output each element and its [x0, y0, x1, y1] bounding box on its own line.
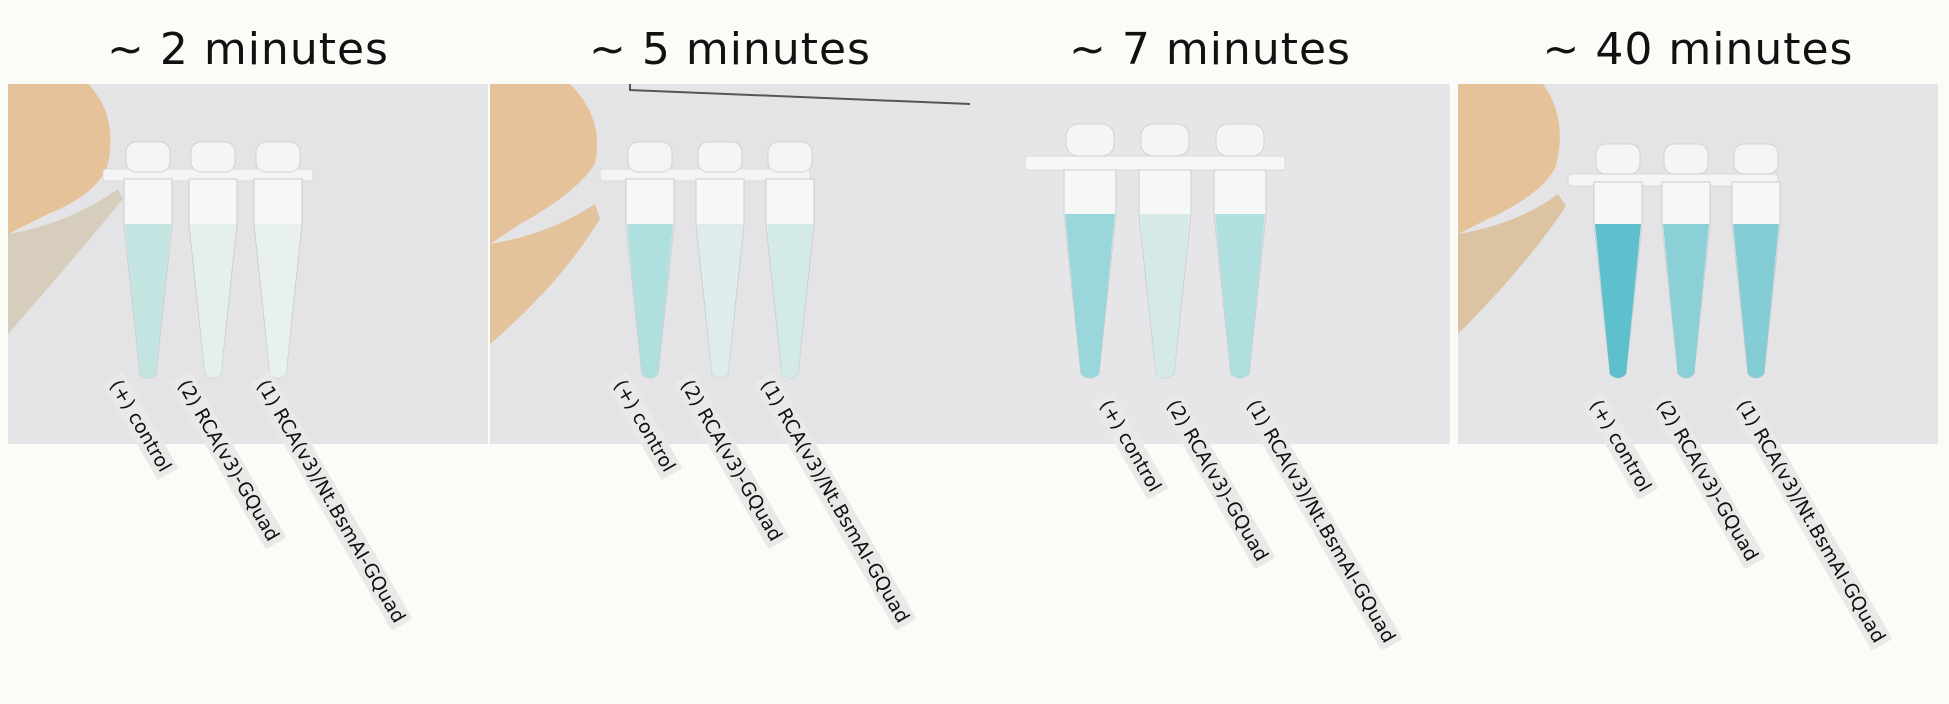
- tube-label-control: (+) control: [1092, 392, 1169, 500]
- tube-liquid: [627, 224, 673, 378]
- panel-title: ~ 2 minutes: [107, 24, 389, 75]
- tube-labels: (+) control (2) RCA(v3)-GQuad (1) RCA(v3…: [490, 0, 970, 704]
- tube: [123, 141, 173, 379]
- tube-label-rca-nt-bsmai: (1) RCA(v3)/Nt.BsmAI-GQuad: [249, 372, 413, 631]
- finger: [490, 84, 598, 244]
- tube: [1138, 123, 1192, 379]
- photo-background: [970, 84, 1450, 444]
- tube-liquid: [1065, 214, 1115, 378]
- tube: [695, 141, 745, 379]
- tube-label-control: (+) control: [606, 372, 683, 480]
- panel-title: ~ 5 minutes: [589, 24, 871, 75]
- tube: [1213, 123, 1267, 379]
- tube-label-rca-nt-bsmai: (1) RCA(v3)/Nt.BsmAI-GQuad: [1729, 392, 1893, 651]
- tube: [1731, 143, 1781, 379]
- tube: [765, 141, 815, 379]
- finger-lower: [1458, 194, 1566, 334]
- tube-liquid: [767, 224, 813, 378]
- tube-photo: [490, 84, 970, 444]
- tube-label-rca-nt-bsmai: (1) RCA(v3)/Nt.BsmAI-GQuad: [753, 372, 917, 631]
- panel-2-minutes: ~ 2 minutes (+) control (2) RCA(v3)-GQua…: [8, 0, 488, 704]
- tube-photo: [1458, 84, 1938, 444]
- panel-title: ~ 7 minutes: [1069, 24, 1351, 75]
- finger-lower: [490, 204, 600, 344]
- tube-liquid: [1140, 214, 1190, 378]
- finger: [1458, 84, 1560, 234]
- panel-7-minutes: ~ 7 minutes (+) control (2) RCA(v3)-GQua…: [970, 0, 1450, 704]
- tube-liquid: [125, 224, 171, 378]
- tube-labels: (+) control (2) RCA(v3)-GQuad (1) RCA(v3…: [970, 0, 1450, 704]
- tube-labels: (+) control (2) RCA(v3)-GQuad (1) RCA(v3…: [1458, 0, 1938, 704]
- finger-shadow: [8, 189, 123, 334]
- tube-label-rca-nt-bsmai: (1) RCA(v3)/Nt.BsmAI-GQuad: [1239, 392, 1403, 651]
- tube-liquid: [190, 224, 236, 378]
- tube-photo: [970, 84, 1450, 444]
- panel-40-minutes: ~ 40 minutes (+) control (2) RCA(v3)-GQu…: [1458, 0, 1938, 704]
- tube: [1661, 143, 1711, 379]
- panel-title: ~ 40 minutes: [1542, 24, 1854, 75]
- ruler-line: [629, 84, 970, 105]
- tube: [1593, 143, 1643, 379]
- tube-liquid: [1663, 224, 1709, 378]
- tube-liquid: [1595, 224, 1641, 378]
- tube-labels: (+) control (2) RCA(v3)-GQuad (1) RCA(v3…: [8, 0, 488, 704]
- tube-liquid: [255, 224, 301, 378]
- tube: [625, 141, 675, 379]
- tube-label-control: (+) control: [102, 372, 179, 480]
- tube-liquid: [1733, 224, 1779, 378]
- tube: [1063, 123, 1117, 379]
- tube-label-control: (+) control: [1582, 392, 1659, 500]
- finger: [8, 84, 111, 234]
- tube: [188, 141, 238, 379]
- tube-liquid: [1215, 214, 1265, 378]
- panel-5-minutes: ~ 5 minutes (+) control (2) RCA(v3)-GQua…: [490, 0, 970, 704]
- tube-photo: [8, 84, 488, 444]
- tube-liquid: [697, 224, 743, 378]
